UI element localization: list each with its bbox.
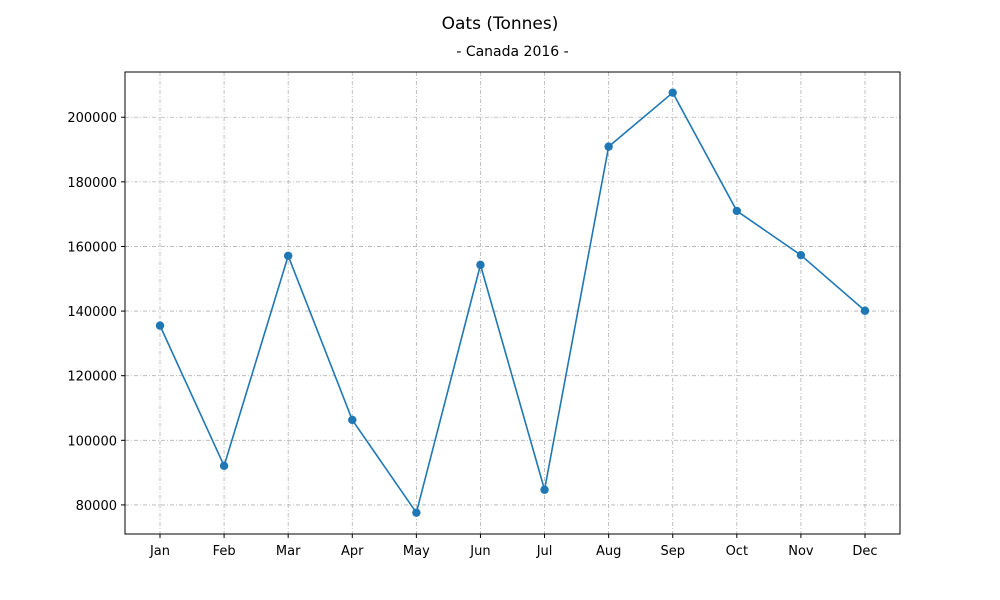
y-tick-label: 120000 (67, 370, 117, 385)
x-tick-label: Dec (852, 544, 877, 559)
data-point-jul (540, 485, 549, 494)
series-layer (155, 88, 870, 517)
x-tick-label: Oct (726, 544, 748, 559)
y-tick-label: 140000 (67, 305, 117, 320)
x-tick-label: Sep (660, 544, 685, 559)
data-point-mar (283, 251, 293, 261)
x-tick-label: Jun (469, 544, 490, 559)
data-point-jun (476, 260, 485, 270)
data-point-apr (348, 415, 357, 425)
data-point-may (412, 508, 421, 517)
data-point-oct (732, 206, 742, 216)
chart-subtitle: - Canada 2016 - (456, 44, 569, 60)
data-point-aug (604, 142, 613, 151)
grid-layer (125, 72, 900, 534)
x-tick-label: May (403, 544, 430, 559)
chart-title: Oats (Tonnes) (441, 14, 559, 34)
y-tick-label: 80000 (76, 499, 117, 514)
plot-frame (124, 71, 901, 535)
data-point-dec (860, 306, 870, 315)
data-point-nov (796, 250, 806, 260)
data-point-sep (668, 88, 677, 97)
y-tick-label: 180000 (67, 176, 117, 191)
x-tick-label: Feb (213, 544, 236, 559)
data-point-jan (155, 321, 165, 330)
x-tick-label: Mar (276, 544, 301, 559)
x-tick-label: Apr (341, 544, 364, 559)
x-tick-label: Aug (596, 544, 621, 559)
y-tick-label: 100000 (67, 434, 117, 449)
y-tick-label: 160000 (67, 240, 117, 255)
data-point-feb (219, 461, 229, 471)
y-tick-label: 200000 (67, 111, 117, 126)
series-line (159, 91, 866, 514)
x-tick-label: Jan (149, 544, 170, 559)
axes-layer: Jan Feb Mar Apr May Jun Jul Aug Sep Oct Nov Dec 8000… (67, 71, 901, 559)
x-tick-label: Jul (536, 544, 553, 559)
x-tick-label: Nov (788, 544, 814, 559)
